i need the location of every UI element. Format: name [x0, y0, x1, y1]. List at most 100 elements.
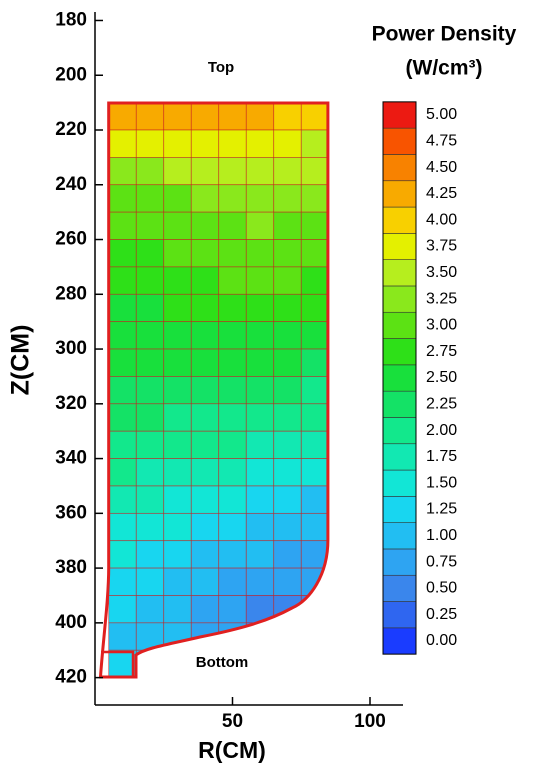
field-cell	[245, 103, 275, 131]
field-cell	[135, 485, 165, 514]
field-cell	[273, 512, 302, 542]
field-cell	[218, 103, 247, 131]
colorbar-band	[382, 311, 417, 339]
field-cell	[108, 211, 137, 240]
field-cell	[218, 157, 247, 186]
colorbar-label: 4.00	[426, 211, 457, 228]
colorbar-label: 1.75	[426, 448, 457, 465]
field-cell	[218, 376, 247, 405]
field-cell	[300, 129, 328, 158]
field-cell	[135, 293, 165, 323]
colorbar-label: 4.75	[426, 133, 457, 150]
colorbar-band	[382, 233, 417, 260]
colorbar-label: 0.00	[426, 632, 457, 649]
colorbar-label: 5.00	[426, 106, 457, 123]
field-cell	[245, 403, 275, 432]
field-cell	[300, 211, 328, 240]
x-tick-label: 50	[222, 711, 243, 732]
field-cell	[135, 103, 165, 131]
field-cell	[163, 103, 192, 131]
field-cell	[135, 266, 165, 295]
field-cell	[218, 458, 247, 487]
field-cell	[163, 239, 192, 268]
colorbar-band	[382, 417, 417, 445]
colorbar-unit: (W/cm³)	[406, 57, 483, 80]
field-cell	[108, 129, 137, 158]
field-cell	[108, 622, 137, 651]
field-cell	[108, 103, 137, 131]
field-cell	[135, 430, 165, 459]
colorbar-band	[382, 154, 417, 182]
field-cell	[218, 239, 247, 268]
field-cell	[218, 293, 247, 323]
field-cell	[163, 458, 192, 487]
colorbar-band	[382, 127, 417, 155]
field-cell	[245, 321, 275, 350]
colorbar-band	[382, 285, 417, 313]
field-cell	[218, 567, 247, 596]
field-cell	[163, 376, 192, 405]
colorbar: 0.00 0.25 0.50 0.75 1.00 1.25 1.50 1.75 2.00 2.25…	[382, 101, 457, 655]
field-cell	[135, 567, 165, 596]
field-cell	[273, 239, 302, 268]
field-cell	[190, 266, 220, 295]
colorbar-label: 2.50	[426, 369, 457, 386]
colorbar-label: 0.25	[426, 606, 457, 623]
x-tick-label: 100	[354, 711, 386, 732]
colorbar-label: 4.25	[426, 185, 457, 202]
field-cell	[135, 184, 165, 213]
field-cell	[218, 485, 247, 514]
y-tick-label: 380	[55, 557, 87, 578]
colorbar-label: 1.25	[426, 501, 457, 518]
field-cell	[163, 266, 192, 295]
y-tick-label: 320	[55, 393, 87, 414]
field-cell	[300, 458, 328, 487]
field-cell	[108, 348, 137, 377]
field-cell	[135, 348, 165, 377]
field-cell	[190, 293, 220, 323]
field-cell	[245, 430, 275, 459]
field-cell	[218, 184, 247, 213]
colorbar-label: 2.25	[426, 396, 457, 413]
field-cell	[245, 293, 275, 323]
field-cell	[300, 266, 328, 295]
field-cell	[245, 184, 275, 213]
field-cell	[135, 403, 165, 432]
y-tick-label: 300	[55, 338, 87, 359]
colorbar-band	[382, 206, 417, 234]
field-cell	[218, 512, 247, 542]
field-cell	[273, 622, 302, 651]
field-cell	[108, 321, 137, 350]
colorbar-band	[382, 259, 417, 287]
field-cell	[273, 103, 302, 131]
field-cell	[163, 485, 192, 514]
colorbar-band	[382, 443, 417, 471]
field-cell	[190, 211, 220, 240]
field-cell	[245, 266, 275, 295]
colorbar-band	[382, 548, 417, 576]
field-cell	[190, 485, 220, 514]
y-tick-label: 400	[55, 612, 87, 633]
colorbar-label: 3.50	[426, 264, 457, 281]
colorbar-band	[382, 496, 417, 523]
y-tick-label: 340	[55, 448, 87, 469]
field-cell	[245, 239, 275, 268]
field-cell	[135, 157, 165, 186]
field-cell	[245, 540, 275, 569]
field-cell	[300, 157, 328, 186]
field-cell	[300, 376, 328, 405]
field-cell	[300, 567, 328, 596]
field-cell	[190, 348, 220, 377]
y-tick-label: 260	[55, 229, 87, 250]
field-cell	[245, 157, 275, 186]
field-cell	[300, 321, 328, 350]
colorbar-frame	[382, 101, 417, 655]
field-cell	[273, 540, 302, 569]
field-cell	[300, 540, 328, 569]
field-cell	[108, 567, 137, 596]
y-tick-label: 240	[55, 174, 87, 195]
x-axis-label: R(CM)	[198, 737, 266, 763]
y-tick-label: 180	[55, 9, 87, 30]
field-cell	[245, 458, 275, 487]
